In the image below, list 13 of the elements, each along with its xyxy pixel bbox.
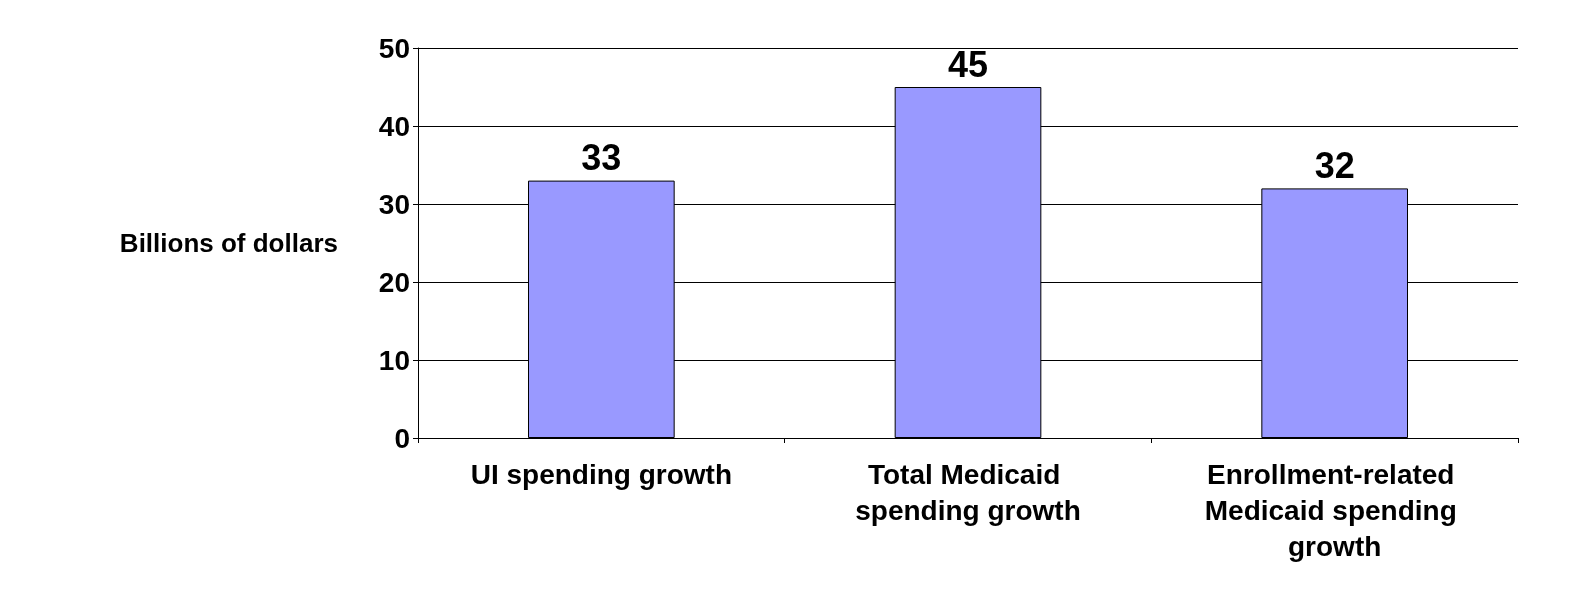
- y-tick-label: 20: [378, 266, 410, 298]
- y-tick-label: 30: [378, 188, 410, 220]
- data-label: 32: [1314, 144, 1355, 186]
- x-tick-label: Enrollment-related Medicaid spending growth: [1204, 458, 1465, 562]
- x-tick-label: Total Medicaid spending growth: [855, 458, 1081, 526]
- x-tick-label: UI spending growth: [470, 458, 732, 490]
- data-label: 45: [947, 43, 989, 85]
- y-tick-label: 40: [378, 110, 410, 142]
- data-label: 33: [581, 137, 622, 179]
- y-tick-label: 0: [394, 422, 410, 454]
- y-tick-label: 50: [378, 32, 410, 64]
- y-axis-title: Billions of dollars: [119, 228, 338, 258]
- y-tick-label: 10: [378, 344, 410, 376]
